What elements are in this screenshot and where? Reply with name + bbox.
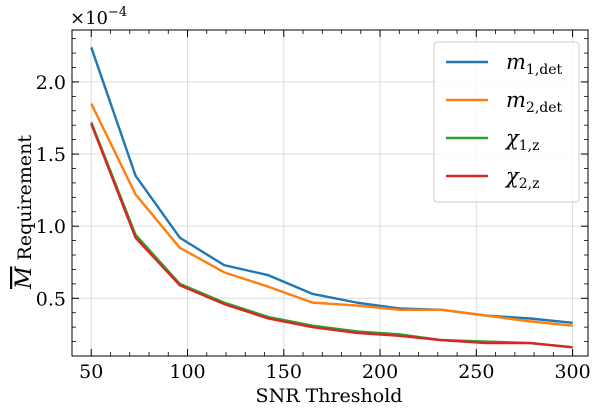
x-tick-label: 300: [554, 361, 590, 383]
y-tick-label: 1.5: [36, 144, 66, 166]
legend-entry: m2,det: [506, 88, 563, 116]
y-tick-label: 1.0: [36, 216, 66, 238]
y-axis-label-group: MRequirement: [12, 135, 37, 290]
legend-entry: χ2,z: [504, 164, 539, 192]
legend-box: [433, 41, 580, 203]
y-offset-text: ×10−4: [70, 5, 127, 29]
y-tick-label: 2.0: [36, 72, 66, 94]
x-tick-label: 150: [266, 361, 302, 383]
x-tick-label: 250: [458, 361, 494, 383]
y-tick-label: 0.5: [36, 288, 66, 310]
y-axis-label: MRequirement: [12, 135, 37, 290]
legend-entry: χ1,z: [504, 126, 539, 154]
legend: m1,det m2,det χ1,z χ2,z: [433, 41, 580, 203]
legend-entry: m1,det: [506, 50, 563, 78]
x-tick-label: 200: [362, 361, 398, 383]
x-axis-label: SNR Threshold: [256, 385, 403, 407]
series-line-4: [90, 123, 573, 349]
ticks: 50 100 150 200 250 300 0.5 1.0 1.5 2.0: [36, 30, 591, 383]
series-lines: [90, 46, 573, 349]
x-tick-label: 100: [169, 361, 205, 383]
plot-frame: [71, 29, 589, 357]
series-line-2: [90, 103, 573, 327]
x-tick-label: 50: [79, 361, 103, 383]
